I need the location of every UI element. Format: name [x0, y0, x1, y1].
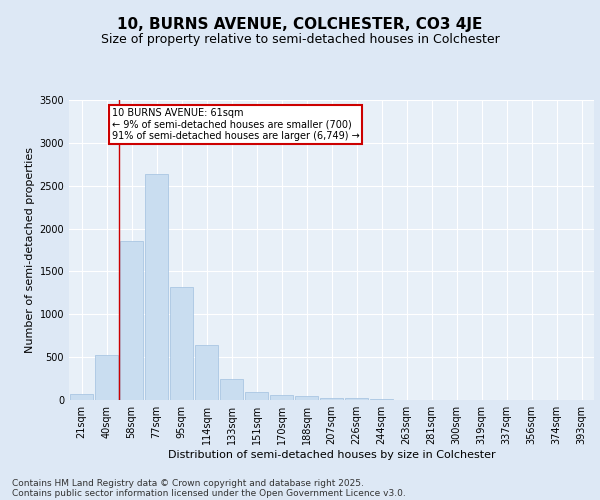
Text: Contains public sector information licensed under the Open Government Licence v3: Contains public sector information licen… — [12, 488, 406, 498]
Bar — [295, 396, 318, 400]
Bar — [245, 392, 268, 400]
Y-axis label: Number of semi-detached properties: Number of semi-detached properties — [25, 147, 35, 353]
Bar — [370, 399, 393, 400]
Bar — [345, 398, 368, 400]
Bar — [70, 394, 93, 400]
Bar — [270, 395, 293, 400]
Bar — [120, 240, 143, 400]
Bar — [195, 345, 218, 400]
Bar — [170, 287, 193, 400]
Text: Size of property relative to semi-detached houses in Colchester: Size of property relative to semi-detach… — [101, 32, 499, 46]
Bar — [145, 174, 168, 400]
X-axis label: Distribution of semi-detached houses by size in Colchester: Distribution of semi-detached houses by … — [167, 450, 496, 460]
Text: 10 BURNS AVENUE: 61sqm
← 9% of semi-detached houses are smaller (700)
91% of sem: 10 BURNS AVENUE: 61sqm ← 9% of semi-deta… — [112, 108, 359, 140]
Text: Contains HM Land Registry data © Crown copyright and database right 2025.: Contains HM Land Registry data © Crown c… — [12, 478, 364, 488]
Bar — [95, 356, 118, 400]
Text: 10, BURNS AVENUE, COLCHESTER, CO3 4JE: 10, BURNS AVENUE, COLCHESTER, CO3 4JE — [118, 18, 482, 32]
Bar — [320, 398, 343, 400]
Bar — [220, 380, 243, 400]
